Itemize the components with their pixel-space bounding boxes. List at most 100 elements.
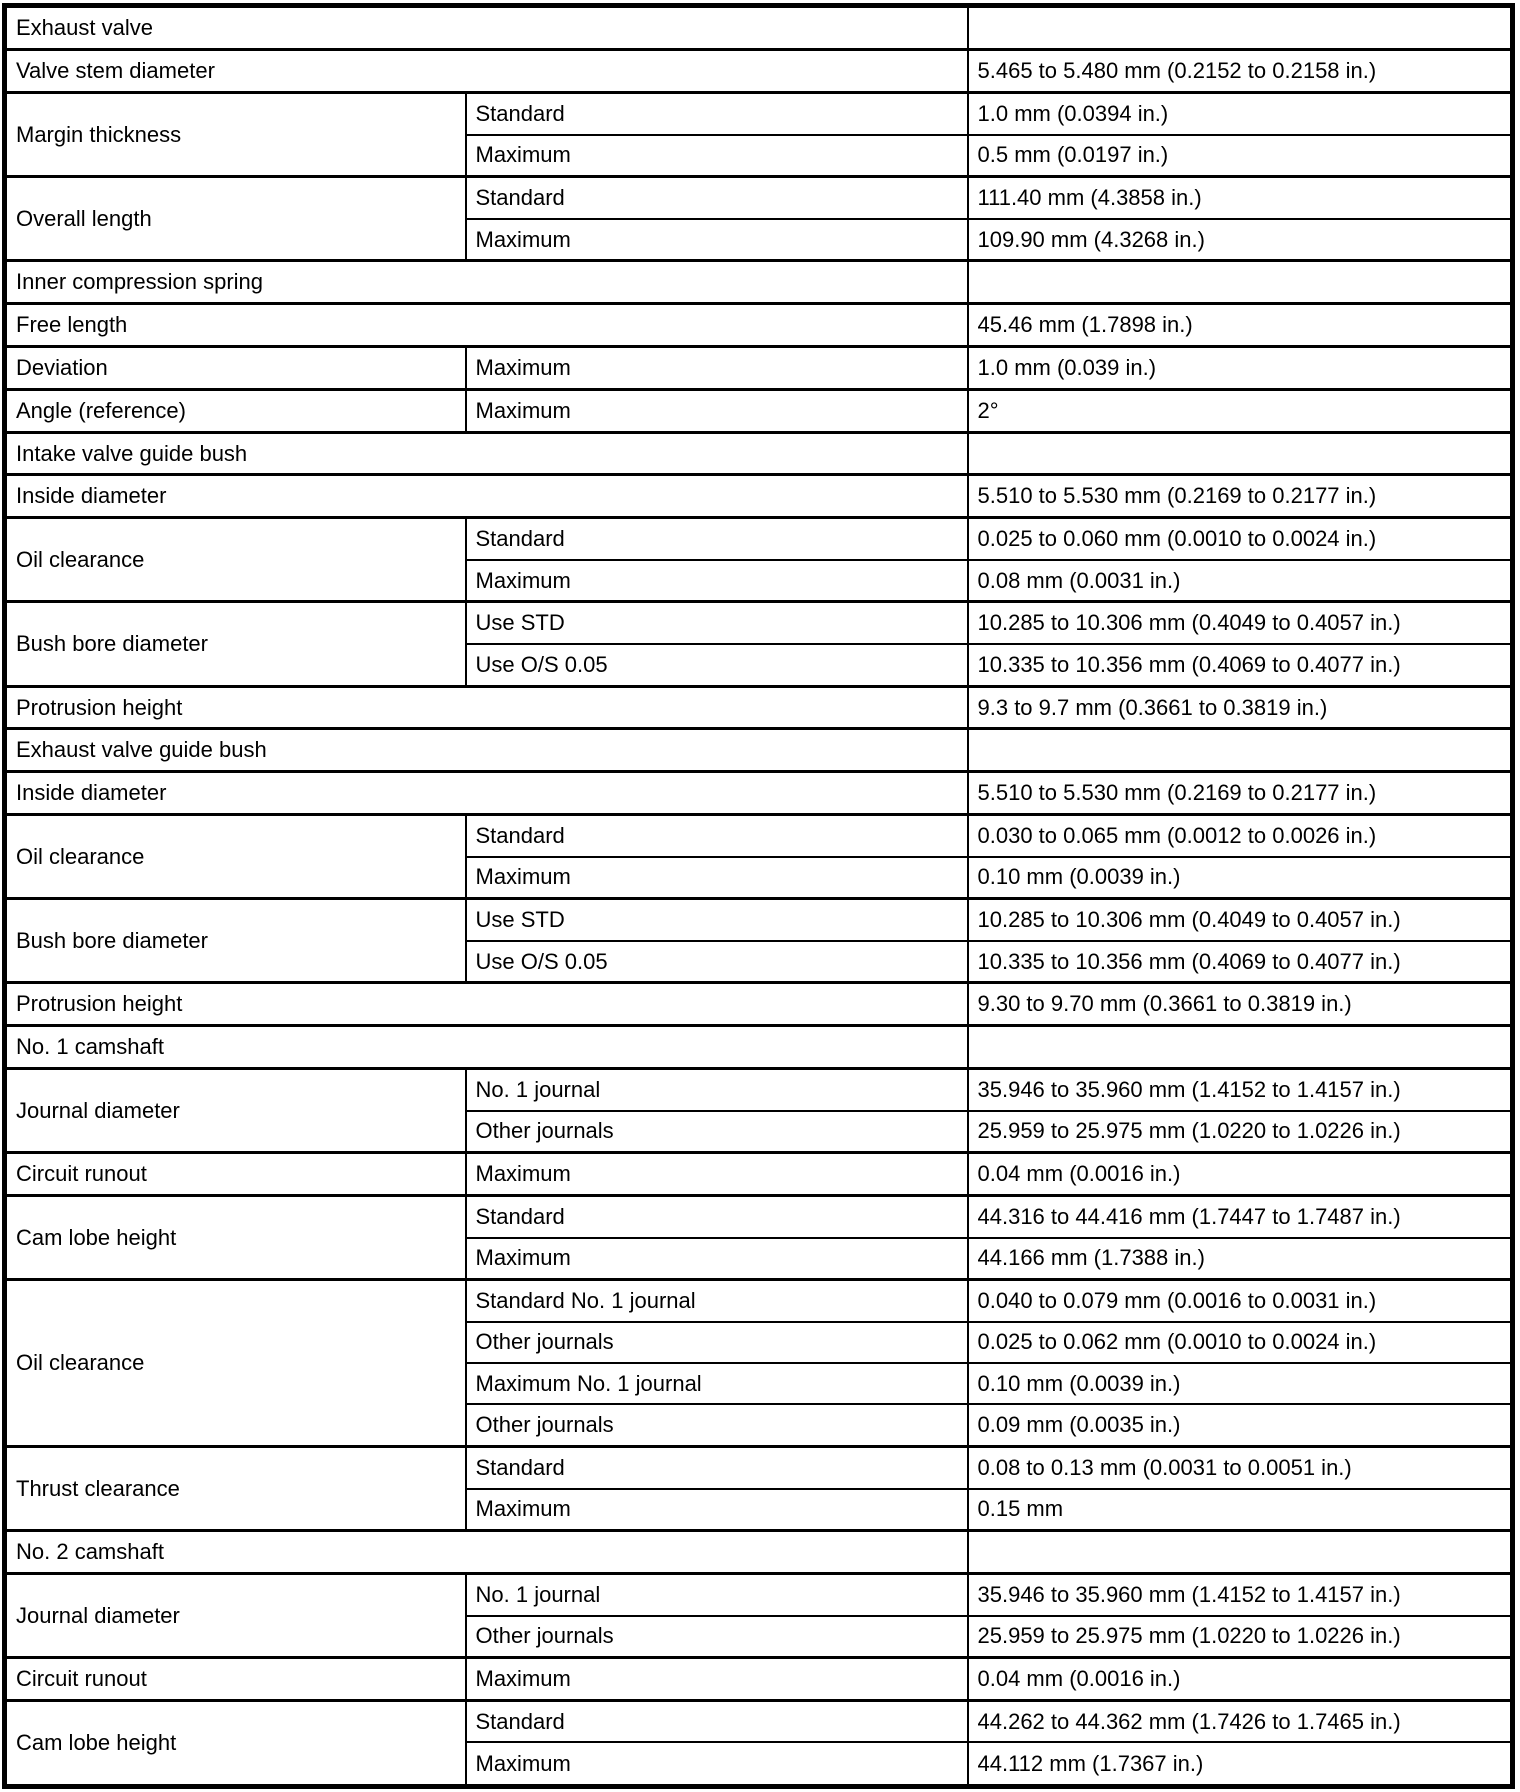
table-row: Thrust clearance Standard 0.08 to 0.13 mm … [3, 1444, 1514, 1532]
param-label-cell: Deviation [3, 345, 467, 391]
table-row: Inside diameter 5.510 to 5.530 mm (0.2169… [3, 473, 1514, 519]
value-cell [966, 4, 1514, 51]
value-cell: 0.04 mm (0.0016 in.) [966, 1151, 1514, 1197]
value-cell: 44.316 to 44.416 mm (1.7447 to 1.7487 in… [966, 1193, 1514, 1239]
param-label-cell: Circuit runout [3, 1151, 467, 1197]
table-row: Journal diameter No. 1 journal 35.946 to 3… [3, 1571, 1514, 1659]
section-label-cell: Intake valve guide bush [3, 430, 969, 476]
condition-cell: Standard [464, 1444, 969, 1490]
spec-table: Exhaust valve Valve stem diameter 5.465 to… [2, 3, 1515, 1789]
condition-cell: Use STD [464, 600, 969, 646]
table-row: Other journals 0.09 mm (0.0035 in.) [5, 1403, 1514, 1448]
spec-table-body: Exhaust valve Valve stem diameter 5.465 to… [3, 4, 1514, 1788]
param-label-cell: Oil clearance [3, 813, 467, 900]
value-cell: 44.166 mm (1.7388 in.) [966, 1236, 1514, 1281]
table-row: Oil clearance Standard 0.030 to 0.065 mm (… [3, 813, 1514, 900]
condition-cell: Standard No. 1 journal [464, 1278, 969, 1323]
section-label-cell: Inner compression spring [3, 259, 969, 305]
condition-cell: Maximum [464, 855, 969, 900]
table-row: Protrusion height 9.3 to 9.7 mm (0.3661 t… [3, 684, 1514, 730]
param-label-cell: Bush bore diameter [3, 897, 467, 984]
condition-cell: Other journals [464, 1403, 969, 1448]
value-cell: 109.90 mm (4.3268 in.) [966, 217, 1514, 262]
param-label-cell: Valve stem diameter [3, 48, 969, 94]
param-label-cell: Protrusion height [3, 981, 969, 1027]
table-row: Maximum 0.5 mm (0.0197 in.) [5, 133, 1514, 178]
condition-cell: Standard [464, 175, 969, 220]
table-row: Deviation Maximum 1.0 mm (0.039 in.) [3, 345, 1514, 391]
table-row: Oil clearance Standard No. 1 journal 0.040… [3, 1278, 1514, 1448]
value-cell: 1.0 mm (0.0394 in.) [966, 91, 1514, 136]
table-row: Circuit runout Maximum 0.04 mm (0.0016 in.… [3, 1151, 1514, 1197]
condition-cell: Maximum [464, 1151, 969, 1197]
value-cell: 35.946 to 35.960 mm (1.4152 to 1.4157 in… [966, 1571, 1514, 1617]
param-label-cell: Margin thickness [3, 91, 467, 178]
param-label-cell: Oil clearance [3, 1278, 467, 1448]
value-cell [966, 1529, 1514, 1575]
param-label-cell: Angle (reference) [3, 387, 467, 434]
param-label-cell: Free length [3, 302, 969, 348]
table-row: Other journals 25.959 to 25.975 mm (1.022… [5, 1614, 1514, 1659]
table-row: Valve stem diameter 5.465 to 5.480 mm (0.… [3, 48, 1514, 94]
table-row: Use O/S 0.05 10.335 to 10.356 mm (0.4069 … [5, 939, 1514, 984]
param-label-cell: Bush bore diameter [3, 600, 467, 688]
table-row: Bush bore diameter Use STD 10.285 to 10.30… [3, 600, 1514, 688]
value-cell: 5.510 to 5.530 mm (0.2169 to 0.2177 in.) [966, 473, 1514, 519]
table-row: Maximum 0.10 mm (0.0039 in.) [5, 855, 1514, 900]
table-row: Use O/S 0.05 10.335 to 10.356 mm (0.4069 … [5, 643, 1514, 688]
table-row: Inside diameter 5.510 to 5.530 mm (0.2169… [3, 770, 1514, 816]
value-cell: 25.959 to 25.975 mm (1.0220 to 1.0226 in… [966, 1109, 1514, 1154]
value-cell: 0.15 mm [966, 1487, 1514, 1532]
table-row: Free length 45.46 mm (1.7898 in.) [3, 302, 1514, 348]
value-cell: 0.030 to 0.065 mm (0.0012 to 0.0026 in.) [966, 813, 1514, 858]
value-cell: 0.10 mm (0.0039 in.) [966, 855, 1514, 900]
condition-cell: Maximum [464, 1656, 969, 1702]
value-cell: 0.5 mm (0.0197 in.) [966, 133, 1514, 178]
table-row: Maximum 0.08 mm (0.0031 in.) [5, 558, 1514, 603]
value-cell: 0.025 to 0.062 mm (0.0010 to 0.0024 in.) [966, 1320, 1514, 1365]
value-cell [966, 1024, 1514, 1070]
table-row: Overall length Standard 111.40 mm (4.3858 … [3, 175, 1514, 262]
table-row: Bush bore diameter Use STD 10.285 to 10.30… [3, 897, 1514, 984]
value-cell: 0.08 to 0.13 mm (0.0031 to 0.0051 in.) [966, 1444, 1514, 1490]
section-label-cell: No. 1 camshaft [3, 1024, 969, 1070]
value-cell: 35.946 to 35.960 mm (1.4152 to 1.4157 in… [966, 1066, 1514, 1112]
param-label-cell: Journal diameter [3, 1066, 467, 1154]
section-row: Inner compression spring [3, 259, 1514, 305]
table-row: Maximum 44.112 mm (1.7367 in.) [5, 1741, 1514, 1788]
section-row: No. 1 camshaft [3, 1024, 1514, 1070]
value-cell [966, 727, 1514, 773]
param-label-cell: Circuit runout [3, 1656, 467, 1702]
value-cell: 5.465 to 5.480 mm (0.2152 to 0.2158 in.) [966, 48, 1514, 94]
param-label-cell: Thrust clearance [3, 1444, 467, 1532]
table-row: Cam lobe height Standard 44.262 to 44.362 … [3, 1698, 1514, 1788]
param-label-cell: Overall length [3, 175, 467, 262]
condition-cell: No. 1 journal [464, 1571, 969, 1617]
param-label-cell: Inside diameter [3, 770, 969, 816]
section-row: Exhaust valve [3, 4, 1514, 51]
condition-cell: Maximum No. 1 journal [464, 1362, 969, 1406]
table-row: Cam lobe height Standard 44.316 to 44.416 … [3, 1193, 1514, 1281]
condition-cell: Maximum [464, 217, 969, 262]
section-row: Exhaust valve guide bush [3, 727, 1514, 773]
value-cell: 25.959 to 25.975 mm (1.0220 to 1.0226 in… [966, 1614, 1514, 1659]
section-row: Intake valve guide bush [3, 430, 1514, 476]
condition-cell: Use O/S 0.05 [464, 643, 969, 688]
condition-cell: Maximum [464, 387, 969, 434]
value-cell: 0.040 to 0.079 mm (0.0016 to 0.0031 in.) [966, 1278, 1514, 1323]
value-cell [966, 430, 1514, 476]
param-label-cell: Inside diameter [3, 473, 969, 519]
value-cell: 10.285 to 10.306 mm (0.4049 to 0.4057 in… [966, 600, 1514, 646]
condition-cell: Use STD [464, 897, 969, 942]
table-row: Circuit runout Maximum 0.04 mm (0.0016 in.… [3, 1656, 1514, 1702]
param-label-cell: Protrusion height [3, 684, 969, 730]
condition-cell: Standard [464, 91, 969, 136]
table-row: Angle (reference) Maximum 2° [3, 387, 1514, 434]
section-row: No. 2 camshaft [3, 1529, 1514, 1575]
condition-cell: Other journals [464, 1320, 969, 1365]
value-cell: 0.08 mm (0.0031 in.) [966, 558, 1514, 603]
value-cell: 1.0 mm (0.039 in.) [966, 345, 1514, 391]
table-row: Other journals 25.959 to 25.975 mm (1.022… [5, 1109, 1514, 1154]
table-row: Journal diameter No. 1 journal 35.946 to 3… [3, 1066, 1514, 1154]
